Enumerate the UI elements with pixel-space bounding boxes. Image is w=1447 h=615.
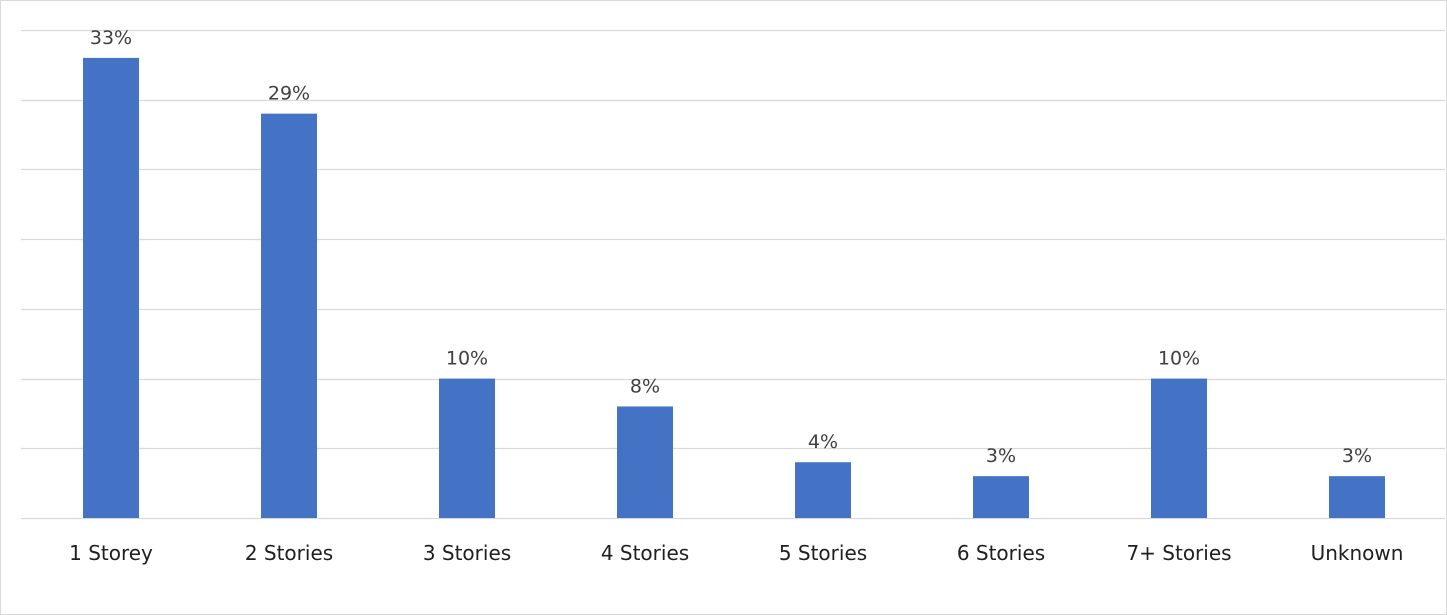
data-label-3: 10%: [446, 348, 488, 370]
data-label-6: 3%: [986, 445, 1016, 467]
data-label-2: 29%: [268, 83, 310, 105]
x-tick-label-2: 2 Stories: [245, 541, 333, 565]
bars: [83, 57, 1385, 519]
bar-5-stories: [795, 462, 851, 518]
x-tick-label-1: 1 Storey: [69, 541, 153, 565]
data-label-7: 10%: [1158, 348, 1200, 370]
bar-7-stories: [1151, 378, 1207, 518]
data-labels: 33% 29% 10% 8% 4% 3% 10% 3%: [90, 27, 1372, 467]
data-label-8: 3%: [1342, 445, 1372, 467]
data-label-5: 4%: [808, 431, 838, 453]
bar-unknown: [1329, 476, 1385, 518]
bar-2-stories: [261, 113, 317, 519]
bar-3-stories: [439, 378, 495, 518]
x-axis-tick-labels: 1 Storey 2 Stories 3 Stories 4 Stories 5 Sto…: [69, 541, 1403, 565]
x-tick-label-8: Unknown: [1311, 541, 1404, 565]
x-tick-label-6: 6 Stories: [957, 541, 1045, 565]
data-label-4: 8%: [630, 375, 660, 397]
x-tick-label-3: 3 Stories: [423, 541, 511, 565]
bar-1-storey: [83, 57, 139, 519]
x-tick-label-4: 4 Stories: [601, 541, 689, 565]
x-tick-label-5: 5 Stories: [779, 541, 867, 565]
bar-6-stories: [973, 476, 1029, 518]
data-label-1: 33%: [90, 27, 132, 49]
bar-4-stories: [617, 406, 673, 518]
gridlines: [21, 29, 1445, 520]
x-tick-label-7: 7+ Stories: [1126, 541, 1231, 565]
